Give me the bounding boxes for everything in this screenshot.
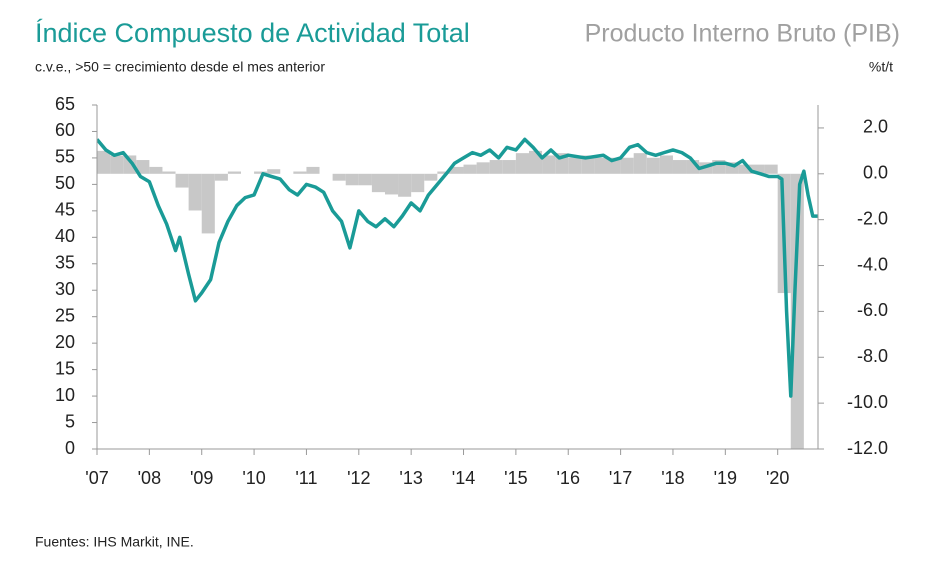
bar bbox=[149, 166, 163, 174]
bar bbox=[672, 160, 687, 174]
y-tick-label: 20 bbox=[55, 332, 75, 352]
x-tick-label: '12 bbox=[347, 468, 370, 488]
bar bbox=[345, 173, 359, 186]
bar bbox=[751, 164, 765, 174]
y2-tick-label: -2.0 bbox=[857, 208, 888, 228]
bar bbox=[384, 173, 399, 195]
y2-tick-label: -4.0 bbox=[857, 254, 888, 274]
y-tick-label: 10 bbox=[55, 385, 75, 405]
bar bbox=[123, 155, 137, 174]
y2-tick-label: -6.0 bbox=[857, 300, 888, 320]
bar bbox=[162, 171, 176, 174]
x-tick-label: '09 bbox=[190, 468, 213, 488]
bar bbox=[293, 171, 307, 174]
bar bbox=[254, 171, 268, 174]
plot-area bbox=[97, 137, 818, 449]
x-tick-label: '10 bbox=[242, 468, 265, 488]
bar bbox=[97, 150, 111, 174]
bar bbox=[646, 157, 660, 174]
bar bbox=[332, 173, 346, 181]
x-tick-label: '18 bbox=[661, 468, 684, 488]
x-tick-label: '19 bbox=[714, 468, 737, 488]
y-tick-label: 45 bbox=[55, 200, 75, 220]
line bbox=[97, 137, 818, 398]
bar bbox=[463, 164, 477, 174]
y-tick-label: 25 bbox=[55, 305, 75, 325]
bar bbox=[659, 155, 673, 174]
bar bbox=[476, 162, 490, 174]
bar bbox=[437, 171, 451, 174]
chart-title-right: Producto Interno Bruto (PIB) bbox=[585, 20, 900, 48]
y-tick-label: 50 bbox=[55, 173, 75, 193]
bar bbox=[201, 173, 215, 234]
bar bbox=[633, 153, 647, 174]
y2-tick-label: 0.0 bbox=[863, 163, 888, 183]
bar bbox=[725, 162, 739, 174]
bar bbox=[515, 153, 529, 174]
bar bbox=[214, 173, 228, 181]
y-tick-label: 0 bbox=[65, 438, 75, 458]
y-tick-label: 60 bbox=[55, 120, 75, 140]
chart-title: Índice Compuesto de Actividad Total bbox=[35, 18, 470, 48]
x-tick-label: '07 bbox=[85, 468, 108, 488]
bar bbox=[764, 164, 778, 174]
bar bbox=[398, 173, 412, 197]
bar bbox=[306, 166, 320, 174]
y-tick-label: 65 bbox=[55, 94, 75, 114]
x-tick-label: '13 bbox=[399, 468, 422, 488]
y-tick-label: 40 bbox=[55, 226, 75, 246]
y2-tick-label: -8.0 bbox=[857, 346, 888, 366]
bar bbox=[450, 166, 464, 174]
bar bbox=[227, 171, 241, 174]
bar bbox=[175, 173, 189, 188]
bar bbox=[110, 155, 124, 174]
bar bbox=[738, 164, 752, 174]
bar bbox=[411, 173, 425, 193]
y-tick-label: 55 bbox=[55, 147, 75, 167]
y2-tick-label: 2.0 bbox=[863, 117, 888, 137]
y2-tick-label: -12.0 bbox=[847, 438, 888, 458]
bar bbox=[581, 155, 595, 174]
bar bbox=[358, 173, 372, 186]
bar bbox=[267, 169, 281, 174]
bar bbox=[424, 173, 438, 181]
bar bbox=[542, 155, 556, 174]
subtitle: c.v.e., >50 = crecimiento desde el mes a… bbox=[35, 59, 325, 75]
x-tick-label: '17 bbox=[609, 468, 632, 488]
y-tick-label: 35 bbox=[55, 253, 75, 273]
x-tick-label: '14 bbox=[452, 468, 475, 488]
y2-axis-label: %t/t bbox=[869, 59, 893, 75]
bar bbox=[188, 173, 202, 211]
source-note: Fuentes: IHS Markit, INE. bbox=[35, 534, 194, 550]
bar bbox=[489, 160, 503, 174]
bar bbox=[502, 160, 516, 174]
x-tick-label: '16 bbox=[557, 468, 580, 488]
x-tick-label: '08 bbox=[138, 468, 161, 488]
bar bbox=[790, 173, 804, 449]
x-tick-label: '20 bbox=[766, 468, 789, 488]
bar bbox=[136, 160, 150, 174]
y-tick-label: 15 bbox=[55, 358, 75, 378]
bar bbox=[620, 157, 634, 174]
x-tick-label: '11 bbox=[295, 468, 317, 488]
bar bbox=[594, 157, 608, 174]
bar bbox=[568, 157, 582, 174]
x-tick-label: '15 bbox=[504, 468, 527, 488]
bar bbox=[371, 173, 385, 193]
y-tick-label: 30 bbox=[55, 279, 75, 299]
y2-tick-label: -10.0 bbox=[847, 392, 888, 412]
y-tick-label: 5 bbox=[65, 411, 75, 431]
